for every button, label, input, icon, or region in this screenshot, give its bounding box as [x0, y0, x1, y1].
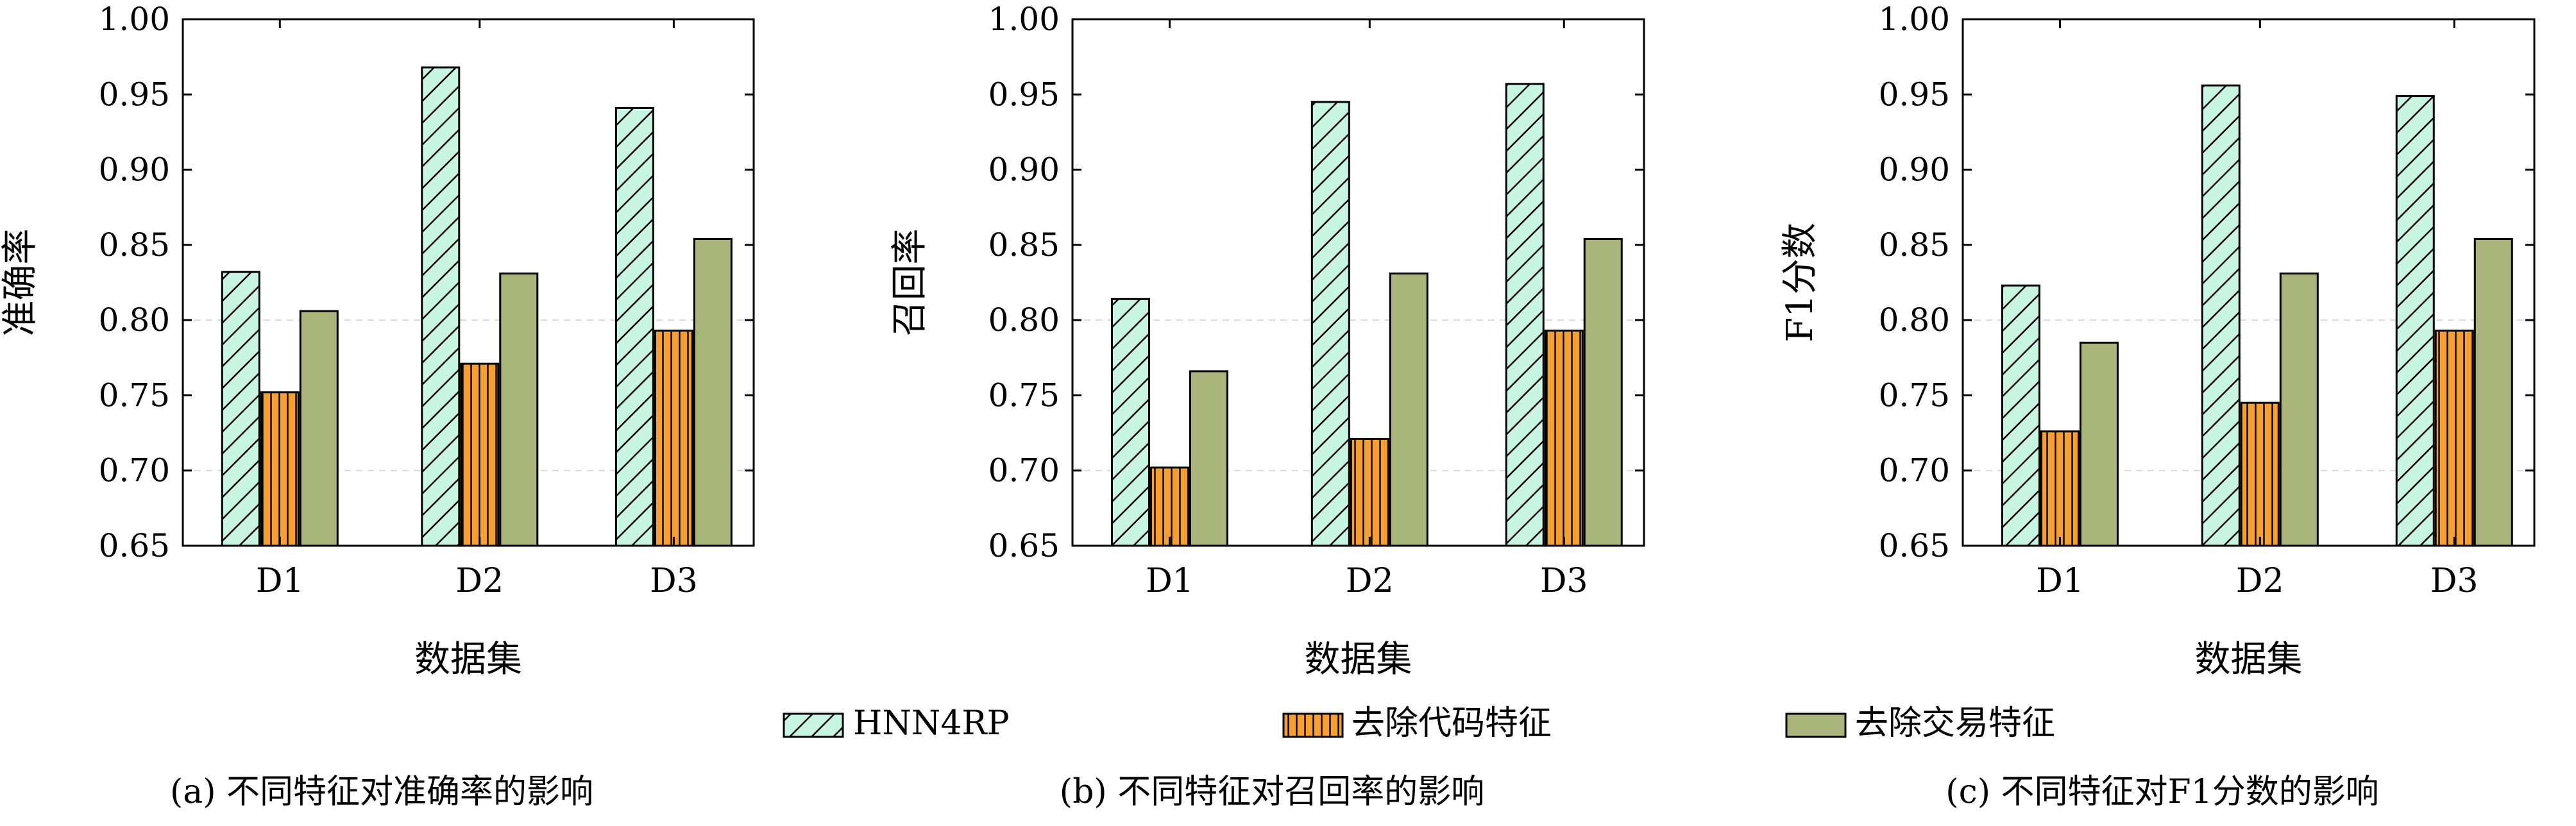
- y-tick-label: 0.85: [988, 226, 1060, 264]
- x-tick-label: D2: [455, 562, 504, 600]
- y-tick-label: 0.80: [1879, 301, 1950, 339]
- x-tick-label: D1: [256, 562, 304, 600]
- y-tick-label: 0.80: [988, 301, 1060, 339]
- y-tick-label: 0.85: [1879, 226, 1950, 264]
- x-tick-label: D1: [2036, 562, 2084, 600]
- y-tick-label: 0.85: [99, 226, 170, 264]
- bar-remove-code-d1: [260, 391, 300, 547]
- y-tick-label: 0.70: [1879, 452, 1950, 489]
- y-tick-label: 0.90: [988, 151, 1060, 189]
- panel-caption: (a) 不同特征对准确率的影响: [170, 773, 593, 811]
- bar-remove-trade-d2: [2279, 272, 2319, 547]
- y-tick-label: 1.00: [988, 1, 1060, 38]
- y-tick-label: 0.75: [99, 376, 170, 414]
- chart-panel-1: 0.65 0.70 0.75 0.80 0.85 0.90 0.95 1.00 D1 D2 D3 数据…: [0, 1, 755, 811]
- bar-hnn4rp-d1: [1110, 298, 1150, 547]
- x-axis-label: 数据集: [414, 639, 522, 680]
- legend-swatch-remove-code: [1282, 712, 1344, 738]
- bar-remove-trade-d3: [1583, 237, 1623, 547]
- bar-hnn4rp-d3: [2395, 95, 2435, 547]
- bar-remove-trade-d3: [2473, 237, 2513, 547]
- y-tick-label: 0.95: [988, 76, 1060, 113]
- bar-remove-trade-d2: [499, 272, 539, 547]
- legend-label-remove-code: 去除代码特征: [1352, 704, 1552, 743]
- y-tick-label: 0.65: [988, 527, 1060, 564]
- plot-frame: [1071, 18, 1645, 547]
- y-tick-label: 0.80: [99, 301, 170, 339]
- x-tick-label: D3: [1540, 562, 1588, 600]
- bar-remove-trade-d1: [2079, 341, 2119, 547]
- y-tick-label: 1.00: [99, 1, 170, 38]
- y-tick-label: 0.65: [1879, 527, 1950, 564]
- y-tick-label: 0.75: [1879, 376, 1950, 414]
- bar-hnn4rp-d3: [1505, 83, 1545, 547]
- plot-frame: [182, 18, 755, 547]
- x-tick-label: D1: [1146, 562, 1194, 600]
- y-tick-label: 0.75: [988, 376, 1060, 414]
- bar-hnn4rp-d2: [421, 66, 461, 547]
- bar-remove-trade-d3: [693, 237, 733, 547]
- bar-remove-code-d2: [460, 362, 500, 547]
- x-axis-label: 数据集: [2195, 639, 2303, 680]
- bar-remove-code-d3: [2434, 330, 2474, 547]
- bar-remove-trade-d1: [299, 310, 339, 547]
- legend-swatch-hnn4rp: [783, 712, 844, 738]
- plot-frame: [1962, 18, 2536, 547]
- y-tick-label: 0.65: [99, 527, 170, 564]
- bar-hnn4rp-d2: [2201, 84, 2241, 547]
- bar-remove-code-d1: [2040, 430, 2080, 547]
- legend-item-remove-trade: 去除交易特征: [1785, 704, 2055, 743]
- y-tick-label: 0.70: [99, 452, 170, 489]
- chart-panel-3: 0.65 0.70 0.75 0.80 0.85 0.90 0.95 1.00 D1 D2 D3 数据…: [1779, 1, 2536, 811]
- bar-hnn4rp-d2: [1310, 101, 1350, 547]
- y-tick-label: 0.95: [99, 76, 170, 113]
- y-tick-label: 0.90: [99, 151, 170, 189]
- panel-caption: (c) 不同特征对F1分数的影响: [1945, 773, 2378, 811]
- bar-hnn4rp-d1: [221, 271, 260, 547]
- legend-swatch-remove-trade: [1785, 712, 1847, 738]
- y-tick-label: 0.95: [1879, 76, 1950, 113]
- bar-remove-code-d2: [2240, 401, 2280, 547]
- x-tick-label: D3: [2430, 562, 2479, 600]
- bar-remove-trade-d2: [1389, 272, 1428, 547]
- legend-label-remove-trade: 去除交易特征: [1855, 704, 2055, 743]
- x-tick-label: D2: [2236, 562, 2284, 600]
- y-tick-label: 0.70: [988, 452, 1060, 489]
- bar-remove-code-d2: [1350, 437, 1389, 547]
- bar-remove-code-d3: [1544, 330, 1584, 547]
- y-axis-label: F1分数: [1779, 223, 1821, 342]
- legend: HNN4RP 去除代码特征 去除交易特征: [783, 704, 2055, 743]
- bar-remove-code-d1: [1149, 466, 1189, 547]
- chart-panel-2: 0.65 0.70 0.75 0.80 0.85 0.90 0.95 1.00 D1 D2 D3 数据…: [889, 1, 1645, 811]
- legend-item-remove-code: 去除代码特征: [1282, 704, 1552, 743]
- panel-caption: (b) 不同特征对召回率的影响: [1060, 773, 1484, 811]
- bar-remove-code-d3: [654, 330, 693, 547]
- bar-hnn4rp-d3: [614, 106, 654, 547]
- x-tick-label: D3: [650, 562, 698, 600]
- bar-hnn4rp-d1: [2001, 284, 2040, 547]
- bar-remove-trade-d1: [1189, 370, 1228, 547]
- y-tick-label: 0.90: [1879, 151, 1950, 189]
- y-axis-label: 召回率: [889, 229, 931, 337]
- legend-item-hnn4rp: HNN4RP: [783, 704, 1010, 743]
- x-axis-label: 数据集: [1305, 639, 1412, 680]
- y-axis-label: 准确率: [0, 229, 41, 337]
- legend-label-hnn4rp: HNN4RP: [853, 704, 1010, 743]
- x-tick-label: D2: [1346, 562, 1394, 600]
- y-tick-label: 1.00: [1879, 1, 1950, 38]
